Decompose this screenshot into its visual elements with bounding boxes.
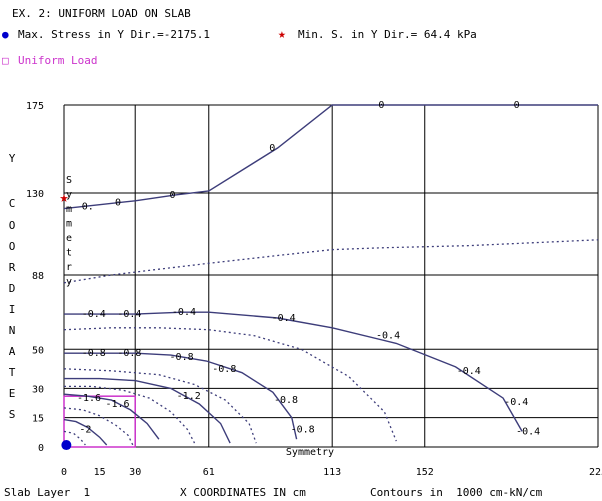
contour-label: -0.8 [82, 348, 106, 359]
symmetry-bottom-label: Symmetry [286, 447, 334, 458]
y-tick-label: 175 [26, 101, 44, 112]
load-marker-icon: □ [2, 54, 9, 67]
min-marker-icon: ★ [278, 27, 286, 42]
contour-line [63, 239, 599, 284]
x-tick-label: 61 [203, 467, 215, 478]
contour-label: -0.4 [117, 309, 141, 320]
x-tick-label: 225 [589, 467, 602, 478]
y-axis-title-letter: O [9, 240, 16, 253]
contour-label: -0.4 [172, 307, 196, 318]
x-tick-label: 152 [416, 467, 434, 478]
contour-label: 0 [269, 143, 275, 154]
contour-line [64, 311, 523, 432]
symmetry-letter: m [66, 204, 72, 215]
chart-title: EX. 2: UNIFORM LOAD ON SLAB [12, 7, 191, 20]
symmetry-letter: S [66, 175, 72, 186]
y-axis-title-letter: T [9, 366, 16, 379]
symmetry-letter: t [66, 248, 72, 259]
y-axis-title-letter: A [9, 345, 16, 358]
contour-label: -1.6 [105, 399, 129, 410]
contour-label: 0 [514, 100, 520, 111]
contour-label: -0.4 [516, 426, 540, 437]
contour-line [63, 393, 160, 440]
x-tick-label: 113 [323, 467, 341, 478]
contour-label: -0.4 [272, 313, 296, 324]
contour-label: -0.8 [170, 352, 194, 363]
y-tick-label: 88 [32, 271, 44, 282]
uniform-load-rect [63, 395, 136, 448]
y-axis-title-letter: E [9, 387, 16, 400]
y-tick-label: 50 [32, 345, 44, 356]
axis-ticks: 0 15 30 61 113 152 225 0 15 30 50 88 130 175 [26, 101, 602, 478]
contour-line [64, 377, 231, 444]
min-stress-marker: ★ [59, 188, 68, 206]
y-axis-title-letter: Y [9, 152, 16, 165]
y-tick-label: 0 [38, 443, 44, 454]
y-axis-title-letter: O [9, 219, 16, 232]
contour-label: -0.8 [291, 424, 315, 435]
symmetry-letter: y [66, 277, 72, 288]
x-tick-label: 0 [61, 467, 67, 478]
contour-label: -1.2 [177, 391, 201, 402]
contour-label: -0.8 [212, 364, 236, 375]
contour-label: -0.4 [376, 331, 400, 342]
contour-line [63, 327, 397, 442]
contour-units-label: Contours in 1000 cm-kN/cm [370, 486, 543, 499]
contour-lines [63, 104, 599, 446]
contour-label: 0 [115, 198, 121, 209]
symmetry-letter: r [66, 262, 72, 273]
symmetry-letter: y [66, 190, 72, 201]
contour-line [63, 407, 134, 446]
contour-line [63, 104, 598, 210]
contour-label: -0.4 [504, 397, 528, 408]
contour-line [64, 352, 298, 440]
y-tick-label: 15 [32, 414, 44, 425]
uniform-load-label: Uniform Load [18, 54, 98, 67]
contour-label: -0.8 [274, 395, 298, 406]
y-axis-title-letter: N [9, 324, 16, 337]
contour-line [63, 418, 108, 446]
contour-label: -1.6 [77, 393, 101, 404]
grid [63, 104, 599, 448]
slab-layer-label: Slab Layer 1 [4, 486, 91, 499]
max-stress-label: Max. Stress in Y Dir.=-2175.1 [18, 28, 211, 41]
x-axis-title: X COORDINATES IN cm [180, 486, 306, 499]
symmetry-letter: m [66, 219, 72, 230]
y-tick-label: 130 [26, 189, 44, 200]
y-axis-title-letter: S [9, 408, 16, 421]
y-axis-title-letter: D [9, 282, 16, 295]
y-axis-title-letter: R [9, 261, 16, 274]
contour-label: -0.4 [82, 309, 106, 320]
min-stress-label: Min. S. in Y Dir.= 64.4 kPa [298, 28, 477, 41]
symmetry-letter: e [66, 233, 72, 244]
max-stress-marker [61, 440, 72, 451]
contour-label: 0. [82, 202, 94, 213]
markers: ★ [59, 188, 72, 451]
y-axis-title-letter: C [9, 197, 16, 210]
x-tick-label: 15 [94, 467, 106, 478]
y-tick-label: 30 [32, 384, 44, 395]
max-marker-icon: ● [2, 28, 9, 41]
contour-label: -2 [79, 424, 91, 435]
contour-line [64, 385, 196, 444]
contour-label: 0 [378, 100, 384, 111]
uniform-load-region [63, 395, 136, 448]
x-tick-label: 30 [129, 467, 141, 478]
contour-label: -0.4 [457, 366, 481, 377]
contour-labels: 0. 0 0 0 0 0 -0.4 -0.4 -0.4 -0.4 -0.4 -0.4 -0.4 -0.4 -… [77, 100, 540, 437]
contour-label: -0.8 [117, 348, 141, 359]
y-axis-title-letter: I [9, 303, 16, 316]
contour-label: 0 [170, 190, 176, 201]
